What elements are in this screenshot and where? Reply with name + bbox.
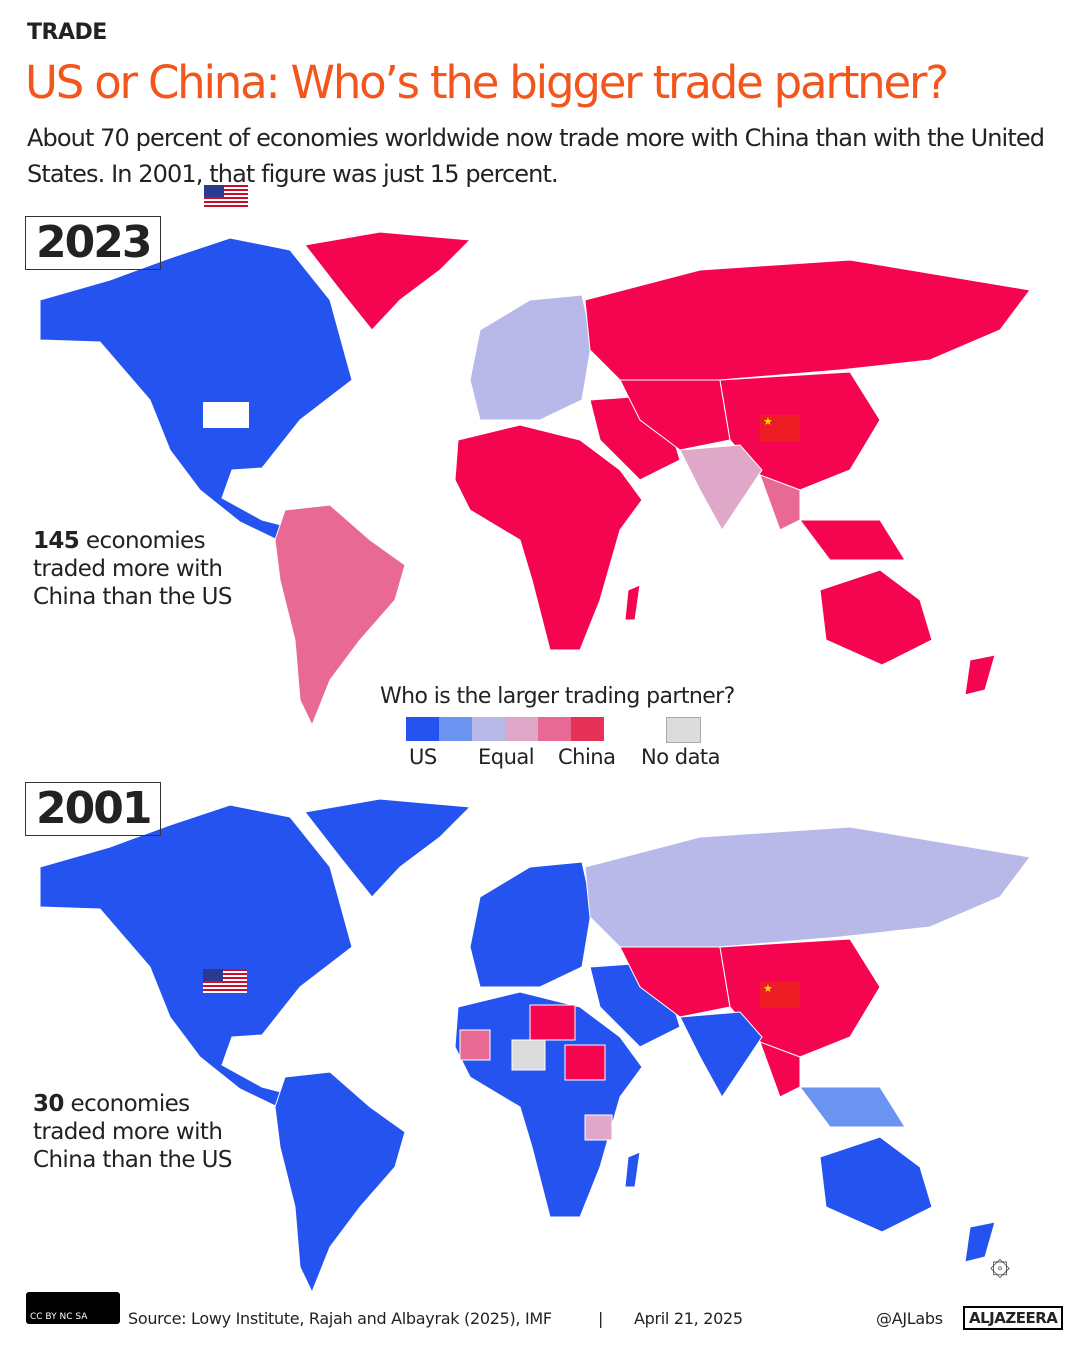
creative-commons-license-icon: CC BY NC SA bbox=[26, 1292, 120, 1324]
region-new-zealand bbox=[964, 1221, 996, 1263]
legend-swatch bbox=[439, 717, 472, 741]
region-indonesia bbox=[799, 1086, 906, 1128]
aljazeera-logo-icon: ۞ bbox=[990, 1243, 1010, 1283]
kicker: TRADE bbox=[27, 20, 107, 45]
annotation-text: economies traded more with China than th… bbox=[33, 1091, 232, 1173]
china-flag-icon: ★ bbox=[760, 982, 800, 1008]
region-central-asia bbox=[619, 946, 731, 1018]
count: 30 bbox=[33, 1091, 64, 1117]
legend-swatch-no-data bbox=[666, 717, 701, 743]
legend-label-us: US bbox=[409, 745, 437, 769]
legend-swatch bbox=[571, 717, 604, 741]
region-europe bbox=[469, 294, 593, 421]
region-south-america bbox=[274, 1071, 406, 1294]
world-map-2001 bbox=[39, 798, 1031, 1294]
year-label-2001: 2001 bbox=[25, 782, 162, 836]
region-russia bbox=[584, 826, 1031, 948]
legend-swatch bbox=[505, 717, 538, 741]
region-central-asia bbox=[619, 379, 731, 451]
brand-logo: ALJAZEERA bbox=[963, 1306, 1064, 1330]
source: Source: Lowy Institute, Rajah and Albayr… bbox=[128, 1309, 552, 1328]
separator: | bbox=[598, 1309, 604, 1328]
subtitle: About 70 percent of economies worldwide … bbox=[27, 124, 1045, 188]
license-text: CC BY NC SA bbox=[30, 1312, 88, 1322]
legend-swatch bbox=[538, 717, 571, 741]
legend-label-equal: Equal bbox=[478, 745, 535, 769]
region-india bbox=[679, 1011, 763, 1098]
legend-swatch bbox=[406, 717, 439, 741]
region-greenland bbox=[304, 231, 472, 331]
region-africa-country bbox=[529, 1004, 576, 1041]
handle: @AJLabs bbox=[876, 1309, 943, 1328]
region-new-zealand bbox=[964, 654, 996, 696]
count: 145 bbox=[33, 528, 80, 554]
region-north-america bbox=[39, 804, 353, 1114]
legend-swatch bbox=[472, 717, 505, 741]
region-north-america bbox=[39, 237, 353, 547]
region-india bbox=[679, 444, 763, 531]
legend-label-china: China bbox=[558, 745, 616, 769]
world-map-2023 bbox=[39, 231, 1031, 727]
annotation-2023: 145 economies traded more with China tha… bbox=[33, 527, 253, 611]
publish-date: April 21, 2025 bbox=[634, 1309, 743, 1328]
region-greenland bbox=[304, 798, 472, 898]
region-africa-country bbox=[459, 1029, 491, 1061]
region-europe bbox=[469, 861, 593, 988]
region-madagascar bbox=[624, 584, 641, 621]
region-indonesia bbox=[799, 519, 906, 561]
page-title: US or China: Who’s the bigger trade part… bbox=[25, 56, 949, 109]
annotation-text: economies traded more with China than th… bbox=[33, 528, 232, 610]
region-africa bbox=[454, 424, 643, 651]
region-russia bbox=[584, 259, 1031, 381]
region-south-america bbox=[274, 504, 406, 727]
region-africa-country bbox=[564, 1044, 606, 1081]
us-flag-placeholder bbox=[203, 402, 249, 428]
year-label-2023: 2023 bbox=[25, 216, 162, 270]
legend-label-no-data: No data bbox=[641, 745, 721, 769]
region-australia bbox=[819, 1136, 933, 1233]
region-africa-country bbox=[584, 1114, 613, 1141]
china-flag-icon: ★ bbox=[760, 415, 800, 441]
us-flag-icon bbox=[204, 185, 248, 209]
legend-title: Who is the larger trading partner? bbox=[380, 684, 735, 709]
annotation-2001: 30 economies traded more with China than… bbox=[33, 1090, 253, 1174]
region-africa-country bbox=[511, 1039, 546, 1071]
region-australia bbox=[819, 569, 933, 666]
us-flag-icon bbox=[203, 969, 247, 993]
region-madagascar bbox=[624, 1151, 641, 1188]
